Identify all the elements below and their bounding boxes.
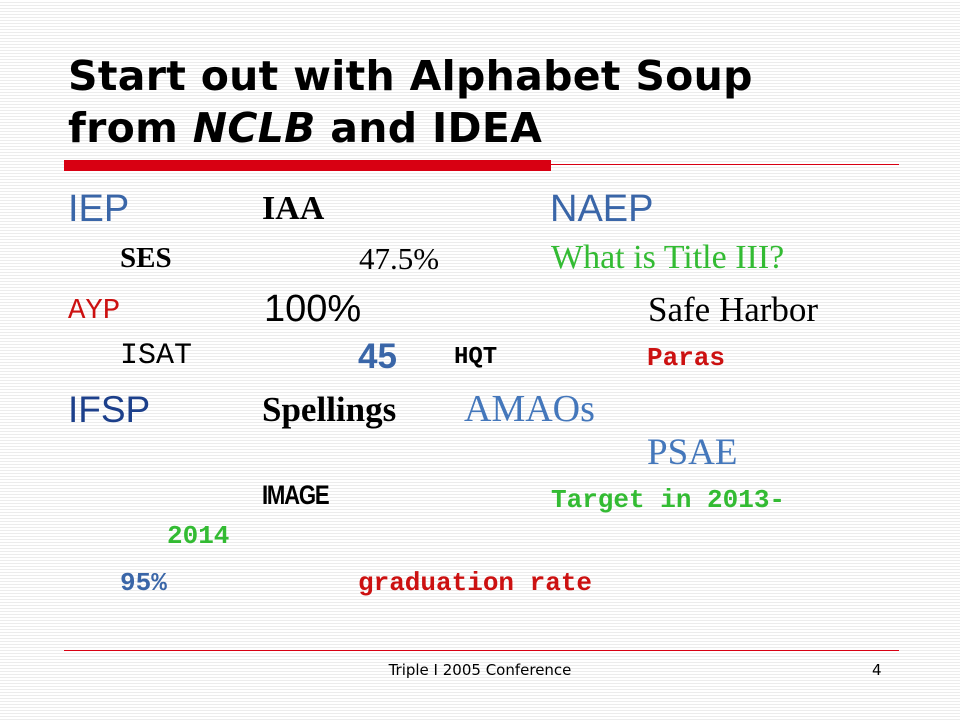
term-iaa: IAA — [262, 190, 325, 227]
term-target-line-2: 2014 — [167, 521, 230, 551]
term-safe-harbor: Safe Harbor — [648, 290, 819, 329]
term-ses: SES — [120, 242, 172, 274]
footer-text: Triple I 2005 Conference — [388, 661, 572, 679]
term-ifsp: IFSP — [68, 389, 151, 430]
slide-title: Start out with Alphabet Soup from NCLB an… — [68, 50, 928, 154]
term-what-is-title-iii: What is Title III? — [551, 239, 785, 276]
title-line-1: Start out with Alphabet Soup — [68, 52, 753, 100]
term-spellings: Spellings — [262, 390, 397, 429]
term-psae: PSAE — [647, 432, 738, 473]
term-iep: IEP — [68, 188, 130, 230]
title-underline-bar — [64, 160, 551, 171]
title-underline-rule — [551, 164, 899, 165]
term-hqt: HQT — [454, 344, 498, 371]
term-target-line-1: Target in 2013- — [551, 485, 786, 515]
footer-rule — [64, 650, 899, 651]
term-95-percent: 95% — [120, 568, 167, 598]
title-from: from — [68, 104, 193, 152]
term-naep: NAEP — [550, 188, 654, 230]
term-image: IMAGE — [262, 480, 330, 510]
term-47-5-percent: 47.5% — [359, 241, 440, 276]
term-isat: ISAT — [120, 339, 193, 373]
page-number: 4 — [872, 661, 882, 679]
term-45: 45 — [358, 337, 397, 376]
term-paras: Paras — [647, 343, 726, 373]
term-amaos: AMAOs — [464, 388, 595, 430]
term-ayp: AYP — [68, 294, 121, 327]
title-nclb: NCLB — [192, 104, 316, 152]
term-100-percent: 100% — [264, 288, 362, 330]
title-and-idea: and IDEA — [315, 104, 543, 152]
term-graduation-rate: graduation rate — [358, 568, 593, 598]
